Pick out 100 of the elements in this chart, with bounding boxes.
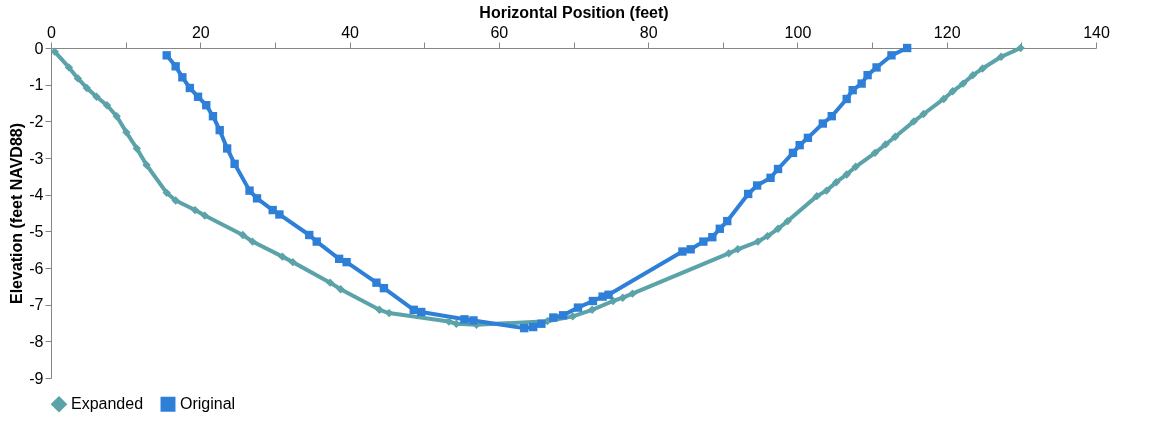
point	[948, 87, 957, 96]
point	[842, 170, 851, 179]
point	[288, 257, 298, 267]
point	[919, 109, 928, 119]
point	[827, 112, 836, 121]
y-tick-label: -4	[29, 186, 44, 204]
x-tick-label: 40	[341, 23, 360, 41]
point	[252, 194, 262, 203]
point	[978, 64, 987, 73]
point	[857, 79, 866, 88]
point	[822, 186, 831, 195]
point	[342, 257, 351, 267]
y-tick-label: -8	[29, 332, 44, 350]
point	[587, 305, 597, 314]
point	[708, 233, 717, 242]
point	[763, 231, 772, 241]
point	[604, 290, 613, 299]
point	[162, 51, 171, 60]
point	[193, 92, 203, 101]
point	[122, 128, 131, 137]
point	[997, 52, 1006, 61]
point	[215, 125, 224, 135]
point	[248, 237, 257, 246]
point	[171, 196, 180, 205]
point	[200, 211, 209, 220]
point	[82, 83, 92, 93]
point	[686, 245, 695, 254]
y-tick-label: -5	[29, 222, 44, 240]
point	[968, 70, 978, 80]
y-tick-label: -2	[29, 112, 44, 130]
point	[558, 311, 568, 320]
y-tick-label: -3	[29, 149, 44, 167]
x-tick-label: 100	[784, 23, 812, 41]
point	[832, 178, 841, 187]
point	[185, 83, 195, 93]
point	[460, 315, 469, 324]
point	[230, 159, 239, 169]
point	[312, 237, 321, 246]
point	[783, 216, 792, 226]
y-tick-label: -7	[29, 296, 44, 314]
point	[773, 224, 783, 233]
point	[723, 216, 732, 226]
point	[375, 305, 384, 314]
point	[766, 173, 775, 182]
point	[202, 101, 211, 110]
point	[325, 278, 335, 287]
point	[573, 303, 583, 312]
point	[803, 133, 813, 143]
y-tick-label: -9	[29, 369, 44, 387]
point	[190, 205, 200, 215]
point	[608, 296, 618, 306]
point	[870, 148, 880, 158]
point	[336, 285, 345, 294]
x-tick-label: 80	[639, 23, 658, 41]
point	[102, 101, 112, 110]
point	[958, 79, 968, 88]
point	[1016, 43, 1025, 53]
point	[208, 112, 218, 121]
point	[275, 210, 284, 219]
x-axis-title: Horizontal Position (feet)	[479, 3, 669, 21]
point	[848, 85, 857, 95]
point	[909, 117, 919, 126]
legend-label: Original	[180, 395, 236, 413]
y-tick-label: 0	[34, 39, 44, 57]
point	[245, 186, 254, 195]
point	[753, 237, 763, 246]
x-tick-label: 120	[933, 23, 961, 41]
legend-label: Expanded	[71, 395, 144, 413]
point	[529, 322, 538, 332]
point	[588, 296, 598, 306]
point	[891, 132, 900, 141]
point	[64, 63, 74, 72]
point	[379, 283, 389, 293]
point	[278, 252, 287, 261]
point	[863, 70, 872, 80]
point	[733, 245, 742, 254]
point	[50, 47, 59, 56]
point	[743, 189, 753, 199]
point	[520, 323, 529, 333]
point	[469, 316, 478, 325]
x-tick-label: 60	[490, 23, 509, 41]
point	[773, 164, 783, 174]
point	[417, 307, 426, 317]
point	[628, 289, 637, 298]
point	[724, 249, 733, 258]
point	[678, 247, 687, 256]
point	[752, 181, 762, 190]
point	[715, 224, 724, 233]
point	[939, 94, 948, 104]
point	[112, 112, 121, 121]
point	[537, 319, 546, 328]
y-tick-label: -6	[29, 259, 44, 277]
point	[222, 144, 232, 153]
y-axis-title: Elevation (feet NAVD88)	[8, 122, 26, 305]
point	[887, 51, 896, 60]
point	[372, 278, 381, 287]
point	[902, 43, 912, 53]
point	[618, 293, 627, 302]
point	[238, 230, 248, 240]
point	[132, 144, 142, 153]
